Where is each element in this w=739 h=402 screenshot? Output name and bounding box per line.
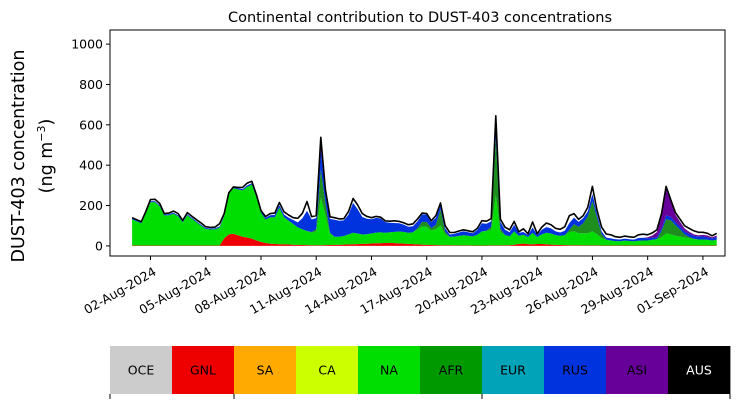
area-series-gnl bbox=[132, 233, 717, 246]
y-tick-label: 800 bbox=[79, 77, 103, 92]
total-concentration-line bbox=[131, 115, 718, 239]
y-tick-label: 1000 bbox=[71, 37, 103, 52]
stacked-area-series bbox=[132, 122, 717, 246]
legend-label-ca: CA bbox=[318, 363, 336, 378]
y-axis-label-unit-prefix: (ng m bbox=[37, 142, 57, 194]
y-axis-label: DUST-403 concentration (ng m−3) bbox=[9, 50, 57, 263]
legend-swatch-oce bbox=[110, 346, 173, 394]
legend: OCE GNL SA CA NA AFR EUR RUS ASI AUS bbox=[109, 346, 731, 399]
y-axis-label-unit-exponent: −3 bbox=[35, 125, 48, 141]
legend-label-sa: SA bbox=[257, 363, 274, 378]
legend-swatch-ca bbox=[296, 346, 359, 394]
x-axis-ticks: 02-Aug-202405-Aug-202408-Aug-202411-Aug-… bbox=[81, 256, 711, 317]
legend-label-afr: AFR bbox=[439, 363, 464, 378]
y-tick-label: 400 bbox=[79, 158, 103, 173]
y-axis-ticks: 0 200 400 600 800 1000 bbox=[71, 37, 110, 253]
legend-swatch-rus bbox=[544, 346, 607, 394]
legend-label-eur: EUR bbox=[500, 363, 526, 378]
area-series-na bbox=[132, 184, 717, 246]
y-tick-label: 0 bbox=[95, 238, 103, 253]
y-axis-label-line2: (ng m−3) bbox=[35, 119, 57, 194]
legend-swatch-afr bbox=[420, 346, 483, 394]
legend-label-rus: RUS bbox=[562, 363, 588, 378]
chart-title: Continental contribution to DUST-403 con… bbox=[228, 10, 612, 26]
legend-swatch-gnl bbox=[172, 346, 235, 394]
area-series-afr bbox=[132, 138, 717, 242]
legend-label-oce: OCE bbox=[128, 363, 155, 378]
y-axis-label-line1: DUST-403 concentration bbox=[9, 50, 29, 263]
y-tick-label: 200 bbox=[79, 198, 103, 213]
legend-label-aus: AUS bbox=[686, 363, 712, 378]
legend-swatch-asi bbox=[606, 346, 669, 394]
legend-swatch-na bbox=[358, 346, 421, 394]
legend-swatch-sa bbox=[234, 346, 297, 394]
area-series-rus bbox=[132, 122, 717, 242]
y-tick-label: 600 bbox=[79, 117, 103, 132]
legend-swatch-aus bbox=[668, 346, 731, 394]
plot-frame bbox=[109, 29, 726, 257]
legend-label-asi: ASI bbox=[627, 363, 647, 378]
legend-swatch-eur bbox=[482, 346, 545, 394]
legend-label-na: NA bbox=[380, 363, 398, 378]
legend-label-gnl: GNL bbox=[190, 363, 216, 378]
y-axis-label-unit-suffix: ) bbox=[37, 119, 57, 126]
